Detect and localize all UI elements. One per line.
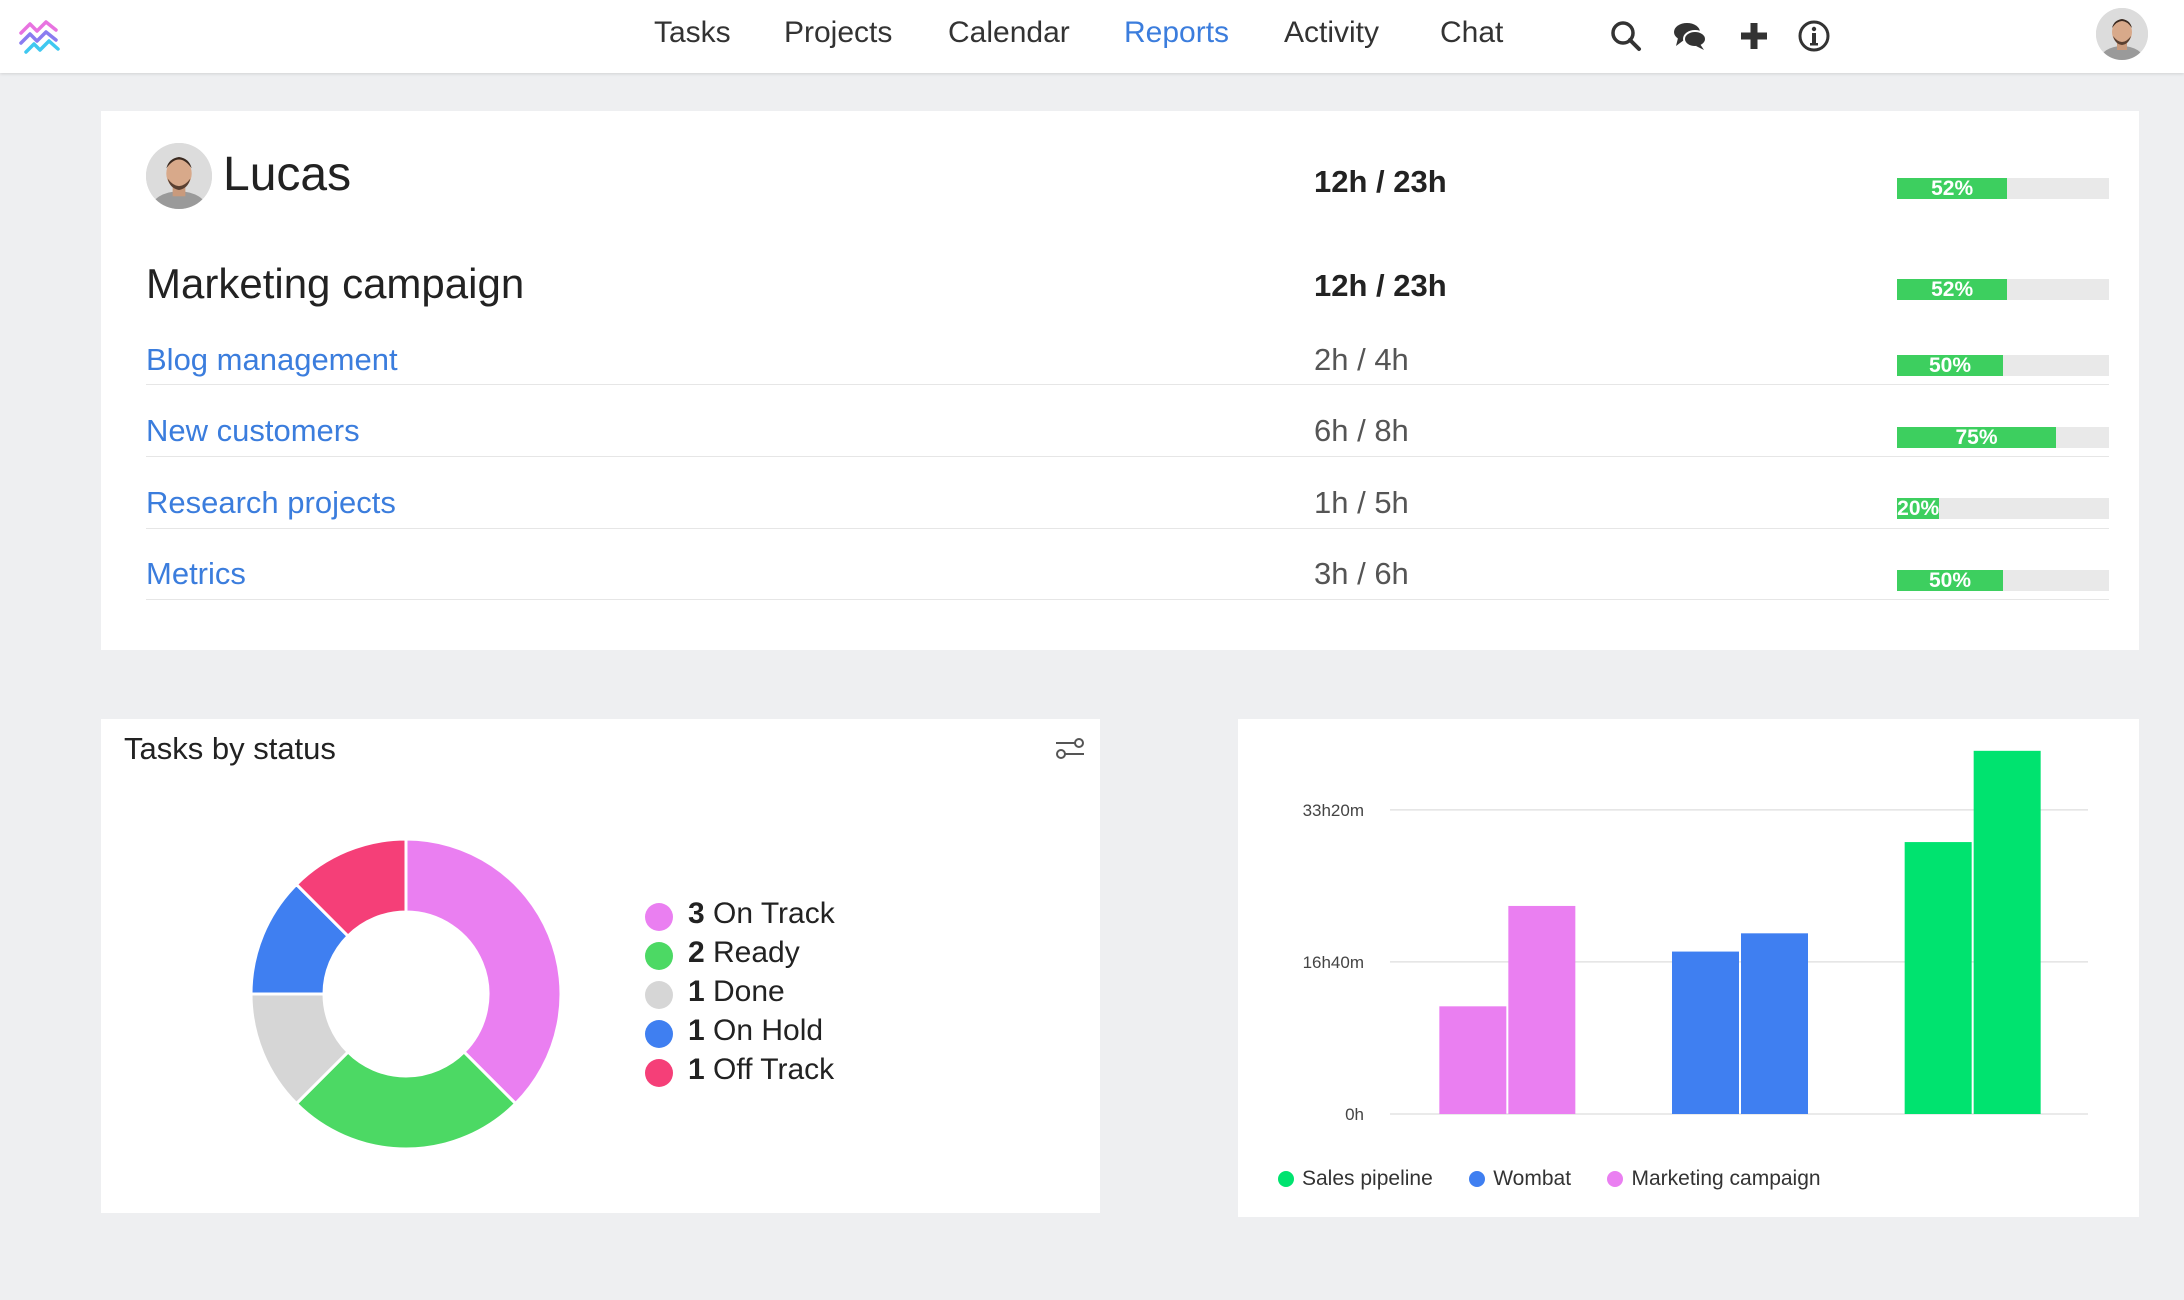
donut-slice-ready[interactable]	[294, 1049, 518, 1151]
progress-fill: 20%	[1897, 498, 1940, 519]
hours-bar-chart: 0h 16h40m 33h20m	[1303, 750, 2088, 1124]
hours-bar-chart-card: 0h 16h40m 33h20m Sales pipeline Wombat Mar…	[1238, 719, 2139, 1217]
legend-dot	[1607, 1171, 1624, 1187]
legend-count: 3	[688, 897, 705, 930]
legend-dot	[645, 981, 673, 1009]
filter-settings-icon[interactable]	[1053, 733, 1087, 763]
user-name: Lucas	[223, 148, 352, 201]
user-avatar	[146, 143, 212, 209]
legend-item-marketing-campaign[interactable]: Marketing campaign	[1607, 1167, 1821, 1191]
chat-bubbles-icon[interactable]	[1672, 18, 1708, 54]
task-hours: 2h / 4h	[1314, 342, 1409, 377]
bar-marketing-campaign[interactable]	[1439, 1006, 1507, 1114]
row-divider	[146, 456, 2109, 457]
plus-icon[interactable]	[1736, 18, 1772, 54]
task-progress-bar: 75%	[1897, 427, 2109, 448]
task-link-metrics[interactable]: Metrics	[146, 556, 246, 591]
task-progress-bar: 20%	[1897, 498, 2109, 519]
card-title: Tasks by status	[124, 731, 336, 766]
legend-count: 1	[688, 1053, 705, 1086]
task-link-blog-management[interactable]: Blog management	[146, 342, 398, 377]
legend-item-sales-pipeline[interactable]: Sales pipeline	[1278, 1167, 1433, 1191]
legend-count: 1	[688, 975, 705, 1008]
task-hours: 1h / 5h	[1314, 485, 1409, 520]
task-hours: 6h / 8h	[1314, 413, 1409, 448]
bar-chart-legend: Sales pipeline Wombat Marketing campaign	[1278, 1167, 1853, 1191]
legend-dot	[1469, 1171, 1486, 1187]
legend-label: Marketing campaign	[1631, 1167, 1821, 1190]
task-link-new-customers[interactable]: New customers	[146, 413, 360, 448]
task-progress-bar: 50%	[1897, 570, 2109, 591]
bar-wombat[interactable]	[1672, 951, 1739, 1114]
legend-dot	[645, 942, 673, 970]
bar-marketing-campaign[interactable]	[1508, 905, 1576, 1114]
project-name: Marketing campaign	[146, 260, 525, 307]
legend-dot	[645, 903, 673, 931]
progress-fill: 50%	[1897, 570, 2003, 591]
user-avatar[interactable]	[2096, 8, 2148, 60]
donut-slice-on-track[interactable]	[404, 837, 563, 1106]
legend-label: Ready	[713, 936, 800, 969]
nav-chat[interactable]: Chat	[1440, 16, 1504, 49]
task-progress-bar: 50%	[1897, 355, 2109, 376]
user-progress-bar: 52%	[1897, 178, 2109, 199]
donut-slice-off-track[interactable]	[294, 837, 408, 939]
legend-label: On Hold	[713, 1014, 824, 1047]
top-nav-bar: Tasks Projects Calendar Reports Activity…	[0, 0, 2184, 73]
legend-label: Done	[713, 975, 785, 1008]
progress-fill: 50%	[1897, 355, 2003, 376]
legend-label: Sales pipeline	[1302, 1167, 1433, 1190]
task-link-research-projects[interactable]: Research projects	[146, 485, 396, 520]
legend-count: 1	[688, 1014, 705, 1047]
row-divider	[146, 384, 2109, 385]
nav-reports[interactable]: Reports	[1124, 16, 1230, 49]
row-divider	[146, 599, 2109, 600]
nav-calendar[interactable]: Calendar	[948, 16, 1070, 49]
search-icon[interactable]	[1608, 18, 1644, 54]
nav-activity[interactable]: Activity	[1284, 16, 1380, 49]
y-tick-label: 0h	[1345, 1105, 1364, 1124]
task-hours: 3h / 6h	[1314, 556, 1409, 591]
legend-label: Wombat	[1493, 1167, 1572, 1190]
bar-sales-pipeline[interactable]	[1973, 750, 2041, 1114]
legend-dot	[645, 1059, 673, 1087]
bar-wombat[interactable]	[1741, 933, 1808, 1114]
project-hours: 12h / 23h	[1314, 268, 1447, 303]
legend-dot	[645, 1020, 673, 1048]
info-icon[interactable]	[1796, 18, 1832, 54]
progress-fill: 75%	[1897, 427, 2056, 448]
user-hours: 12h / 23h	[1314, 164, 1447, 199]
project-progress-bar: 52%	[1897, 279, 2109, 300]
nav-projects[interactable]: Projects	[784, 16, 893, 49]
status-donut-chart	[249, 837, 563, 1151]
legend-label: Off Track	[713, 1053, 835, 1086]
legend-dot	[1278, 1171, 1294, 1187]
bar-sales-pipeline[interactable]	[1904, 842, 1972, 1114]
y-tick-label: 33h20m	[1303, 801, 1364, 820]
nav-tasks[interactable]: Tasks	[654, 16, 731, 49]
y-tick-label: 16h40m	[1303, 953, 1364, 972]
tasks-by-status-card: Tasks by status 3 On Track 2 Ready 1 Don…	[101, 719, 1100, 1213]
legend-label: On Track	[713, 897, 835, 930]
time-report-card: Lucas 12h / 23h 52% Marketing campaign 1…	[101, 111, 2139, 650]
progress-fill: 52%	[1897, 178, 2008, 199]
legend-item-wombat[interactable]: Wombat	[1469, 1167, 1571, 1191]
progress-fill: 52%	[1897, 279, 2008, 300]
row-divider	[146, 528, 2109, 529]
legend-count: 2	[688, 936, 705, 969]
app-logo-icon[interactable]	[18, 16, 62, 56]
